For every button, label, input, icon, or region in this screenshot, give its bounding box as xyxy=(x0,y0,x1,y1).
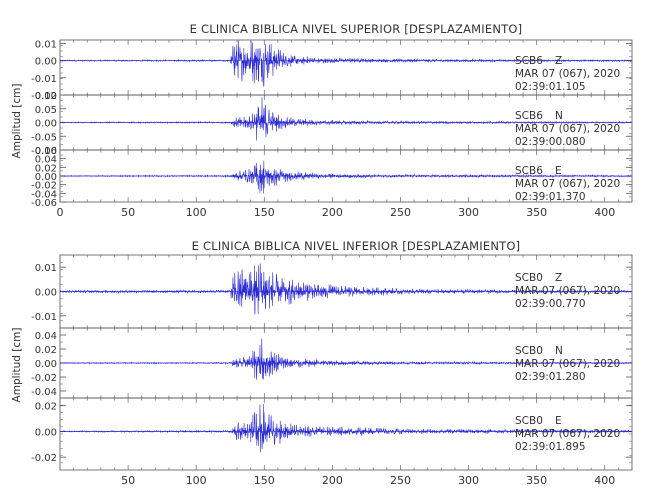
y-tick-label: -0.06 xyxy=(31,198,57,209)
x-tick-label: 100 xyxy=(186,206,207,219)
x-tick-label: 300 xyxy=(458,206,479,219)
x-tick-label: 200 xyxy=(322,474,343,487)
waveform-line xyxy=(60,404,632,453)
date-label: MAR 07 (067), 2020 xyxy=(515,285,620,297)
x-tick-label: 250 xyxy=(390,206,411,219)
y-tick-label: -0.05 xyxy=(31,132,57,143)
station-label: SCB6 xyxy=(515,55,543,67)
y-tick-label: -0.01 xyxy=(31,74,57,85)
x-tick-label: 200 xyxy=(322,206,343,219)
y-axis-label: Amplitud [cm] xyxy=(11,84,23,159)
y-tick-label: -0.02 xyxy=(31,453,57,464)
date-label: MAR 07 (067), 2020 xyxy=(515,178,620,190)
x-tick-label: 350 xyxy=(526,474,547,487)
x-tick-label: 400 xyxy=(594,474,615,487)
y-tick-label: 0.01 xyxy=(35,263,57,274)
date-label: MAR 07 (067), 2020 xyxy=(515,68,620,80)
waveform-line xyxy=(60,160,632,194)
waveform-line xyxy=(60,338,632,380)
y-tick-label: 0.02 xyxy=(35,402,57,413)
y-tick-label: 0.10 xyxy=(35,91,57,102)
y-tick-label: 0.06 xyxy=(35,146,57,157)
time-label: 02:39:00.080 xyxy=(515,136,586,148)
chart-panel-group: E CLINICA BIBLICA NIVEL SUPERIOR [DESPLA… xyxy=(11,22,633,219)
component-label: E xyxy=(555,165,562,177)
y-tick-label: -0.01 xyxy=(31,312,57,323)
time-label: 02:39:01.105 xyxy=(515,81,586,93)
x-tick-label: 0 xyxy=(57,206,64,219)
x-tick-label: 150 xyxy=(254,206,275,219)
y-tick-label: 0.00 xyxy=(35,119,57,130)
chart-title: E CLINICA BIBLICA NIVEL SUPERIOR [DESPLA… xyxy=(190,22,523,36)
time-label: 02:39:00.770 xyxy=(515,298,586,310)
component-label: N xyxy=(555,345,563,357)
time-label: 02:39:01.280 xyxy=(515,371,586,383)
x-tick-label: 400 xyxy=(594,206,615,219)
y-tick-label: 0.01 xyxy=(35,39,57,50)
component-label: N xyxy=(555,110,563,122)
y-tick-label: 0.02 xyxy=(35,163,57,174)
y-tick-label: -0.02 xyxy=(31,181,57,192)
waveform-line xyxy=(60,263,632,315)
x-tick-label: 100 xyxy=(186,474,207,487)
y-tick-label: 0.00 xyxy=(35,427,57,438)
chart-panel-group: E CLINICA BIBLICA NIVEL INFERIOR [DESPLA… xyxy=(11,239,633,487)
station-label: SCB0 xyxy=(515,345,543,357)
waveform-line xyxy=(60,97,632,141)
time-label: 02:39:01.895 xyxy=(515,441,586,453)
y-tick-label: -0.10 xyxy=(31,146,57,157)
y-tick-label: 0.00 xyxy=(35,359,57,370)
y-axis-label: Amplitud [cm] xyxy=(11,328,23,403)
y-tick-label: 0.04 xyxy=(35,331,57,342)
component-label: Z xyxy=(555,55,562,67)
x-tick-label: 50 xyxy=(121,474,135,487)
component-label: Z xyxy=(555,272,562,284)
x-tick-label: 50 xyxy=(121,206,135,219)
x-tick-label: 250 xyxy=(390,474,411,487)
station-label: SCB6 xyxy=(515,110,543,122)
y-tick-label: -0.04 xyxy=(31,387,57,398)
y-tick-label: 0.02 xyxy=(35,345,57,356)
y-tick-label: 0.05 xyxy=(35,105,57,116)
x-tick-label: 150 xyxy=(254,474,275,487)
time-label: 02:39:01.370 xyxy=(515,191,586,203)
waveform-line xyxy=(60,40,632,87)
station-label: SCB0 xyxy=(515,415,543,427)
y-tick-label: 0.00 xyxy=(35,288,57,299)
date-label: MAR 07 (067), 2020 xyxy=(515,358,620,370)
component-label: E xyxy=(555,415,562,427)
chart-title: E CLINICA BIBLICA NIVEL INFERIOR [DESPLA… xyxy=(192,239,521,253)
y-tick-label: 0.00 xyxy=(35,57,57,68)
date-label: MAR 07 (067), 2020 xyxy=(515,428,620,440)
y-tick-label: -0.04 xyxy=(31,189,57,200)
x-tick-label: 300 xyxy=(458,474,479,487)
y-tick-label: -0.02 xyxy=(31,91,57,102)
y-tick-label: 0.00 xyxy=(35,172,57,183)
date-label: MAR 07 (067), 2020 xyxy=(515,123,620,135)
x-tick-label: 350 xyxy=(526,206,547,219)
trace-panel: 0.060.040.020.00-0.02-0.04-0.06 SCB6 EMAR … xyxy=(31,146,633,209)
y-tick-label: 0.04 xyxy=(35,155,57,166)
y-tick-label: -0.02 xyxy=(31,373,57,384)
station-label: SCB6 xyxy=(515,165,543,177)
station-label: SCB0 xyxy=(515,272,543,284)
